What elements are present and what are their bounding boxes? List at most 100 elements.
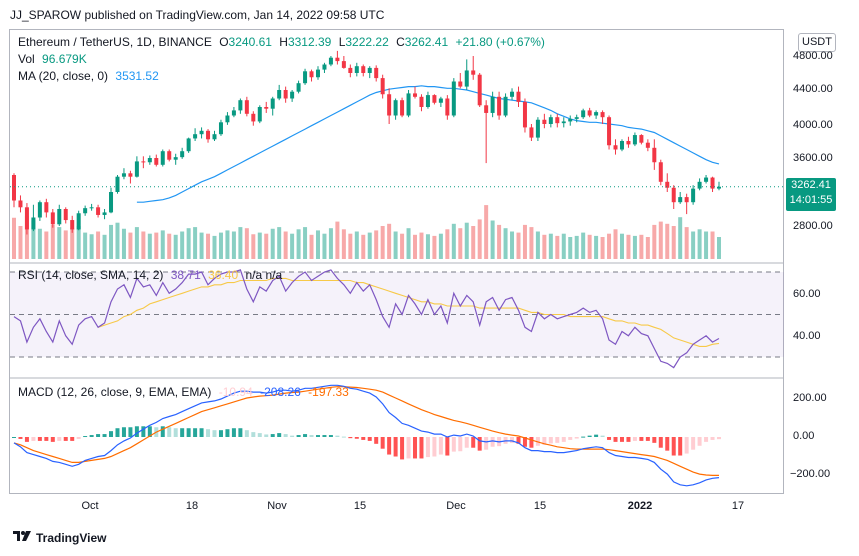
macd-histogram-bar — [561, 437, 566, 442]
macd-histogram-bar — [141, 426, 146, 437]
candle-body — [704, 177, 709, 182]
volume-bar — [12, 217, 16, 259]
candle-body — [264, 107, 269, 109]
candle-body — [76, 213, 81, 230]
price-tick-4800: 4800.00 — [793, 50, 833, 62]
candle-body — [218, 122, 223, 135]
candle-body — [464, 70, 469, 87]
ma-label[interactable]: MA (20, close, 0) — [18, 69, 109, 83]
candle-body — [160, 151, 165, 165]
volume-bar — [626, 234, 631, 259]
candle-body — [497, 96, 502, 116]
volume-bar — [18, 226, 23, 259]
macd-histogram-bar — [542, 437, 547, 445]
volume-bar — [697, 229, 702, 259]
macd-histogram-bar — [341, 436, 346, 438]
volume-bar — [477, 219, 482, 259]
macd-histogram-bar — [24, 437, 29, 442]
volume-bar — [128, 232, 133, 259]
macd-histogram-bar — [393, 437, 398, 457]
volume-bar — [154, 232, 159, 259]
candle-body — [296, 83, 301, 92]
volume-bar — [134, 227, 139, 259]
currency-button[interactable]: USDT — [798, 33, 836, 52]
macd-histogram-bar — [199, 428, 204, 437]
macd-histogram-bar — [645, 437, 650, 441]
macd-histogram-bar — [296, 435, 301, 437]
candle-body — [121, 173, 126, 177]
macd-histogram-bar — [315, 435, 320, 437]
volume-bar — [115, 222, 120, 259]
candle-body — [251, 113, 256, 122]
candle-body — [341, 61, 346, 68]
low-value: 3222.22 — [345, 35, 389, 49]
macd-histogram-bar — [632, 437, 637, 441]
candle-body — [607, 117, 612, 146]
candle-body — [652, 147, 657, 163]
volume-bar — [283, 231, 288, 259]
volume-bar — [717, 237, 721, 259]
macd-histogram-bar — [451, 437, 456, 452]
candle-body — [173, 157, 178, 160]
macd-histogram-bar — [613, 437, 618, 442]
symbol-label[interactable]: Ethereum / TetherUS, 1D, BINANCE — [18, 35, 212, 49]
macd-label[interactable]: MACD (12, 26, close, 9, EMA, EMA) — [18, 385, 212, 399]
volume-label[interactable]: Vol — [18, 52, 35, 66]
volume-bar — [277, 227, 282, 259]
macd-histogram-bar — [277, 433, 282, 437]
candle-body — [277, 90, 282, 99]
volume-bar — [671, 226, 676, 259]
volume-bar — [600, 237, 605, 259]
macd-histogram-bar — [102, 434, 107, 437]
volume-bar — [400, 233, 405, 259]
volume-bar — [451, 223, 456, 259]
volume-bar — [510, 231, 515, 259]
macd-histogram-bar — [290, 435, 295, 437]
candle-body — [619, 141, 624, 150]
candle-body — [225, 115, 230, 123]
bar-countdown: 14:01:55 — [789, 194, 833, 206]
volume-bar — [264, 233, 269, 259]
macd-histogram-bar — [464, 437, 469, 448]
candle-body — [671, 187, 676, 203]
rsi-na-value: n/a n/a — [245, 268, 283, 282]
macd-histogram-bar — [425, 437, 430, 458]
candle-body — [542, 119, 547, 124]
volume-bar — [147, 233, 152, 259]
macd-histogram-bar — [529, 437, 534, 448]
macd-histogram-bar — [121, 427, 126, 437]
macd-histogram-bar — [134, 426, 139, 437]
macd-histogram-bar — [212, 430, 217, 437]
macd-histogram-bar — [607, 437, 612, 440]
candle-body — [231, 110, 236, 116]
volume-bar — [490, 220, 495, 259]
macd-histogram-bar — [180, 428, 185, 437]
macd-histogram-bar — [691, 437, 696, 450]
macd-histogram-bar — [626, 437, 631, 442]
volume-bar — [257, 232, 262, 259]
volume-bar — [445, 229, 450, 259]
volume-bar — [632, 235, 637, 259]
volume-bar — [173, 234, 178, 259]
candle-body — [180, 151, 185, 158]
macd-histogram-bar — [186, 428, 191, 437]
candle-body — [639, 135, 644, 143]
volume-bar — [50, 224, 55, 259]
candle-body — [419, 96, 424, 107]
macd-histogram-bar — [522, 437, 527, 447]
volume-bar — [315, 230, 320, 259]
candle-body — [717, 186, 721, 189]
candle-body — [134, 161, 139, 177]
macd-histogram-bar — [231, 428, 236, 437]
candle-body — [645, 142, 650, 148]
ma-legend: MA (20, close, 0) 3531.52 — [18, 69, 163, 83]
candle-body — [186, 138, 191, 152]
rsi-label[interactable]: RSI (14, close, SMA, 14, 2) — [18, 268, 164, 282]
footer: TradingView — [12, 530, 106, 545]
macd-histogram-bar — [44, 437, 49, 441]
footer-brand[interactable]: TradingView — [36, 530, 107, 545]
candle-body — [303, 71, 308, 84]
macd-histogram-bar — [160, 426, 165, 437]
volume-bar — [645, 237, 650, 259]
